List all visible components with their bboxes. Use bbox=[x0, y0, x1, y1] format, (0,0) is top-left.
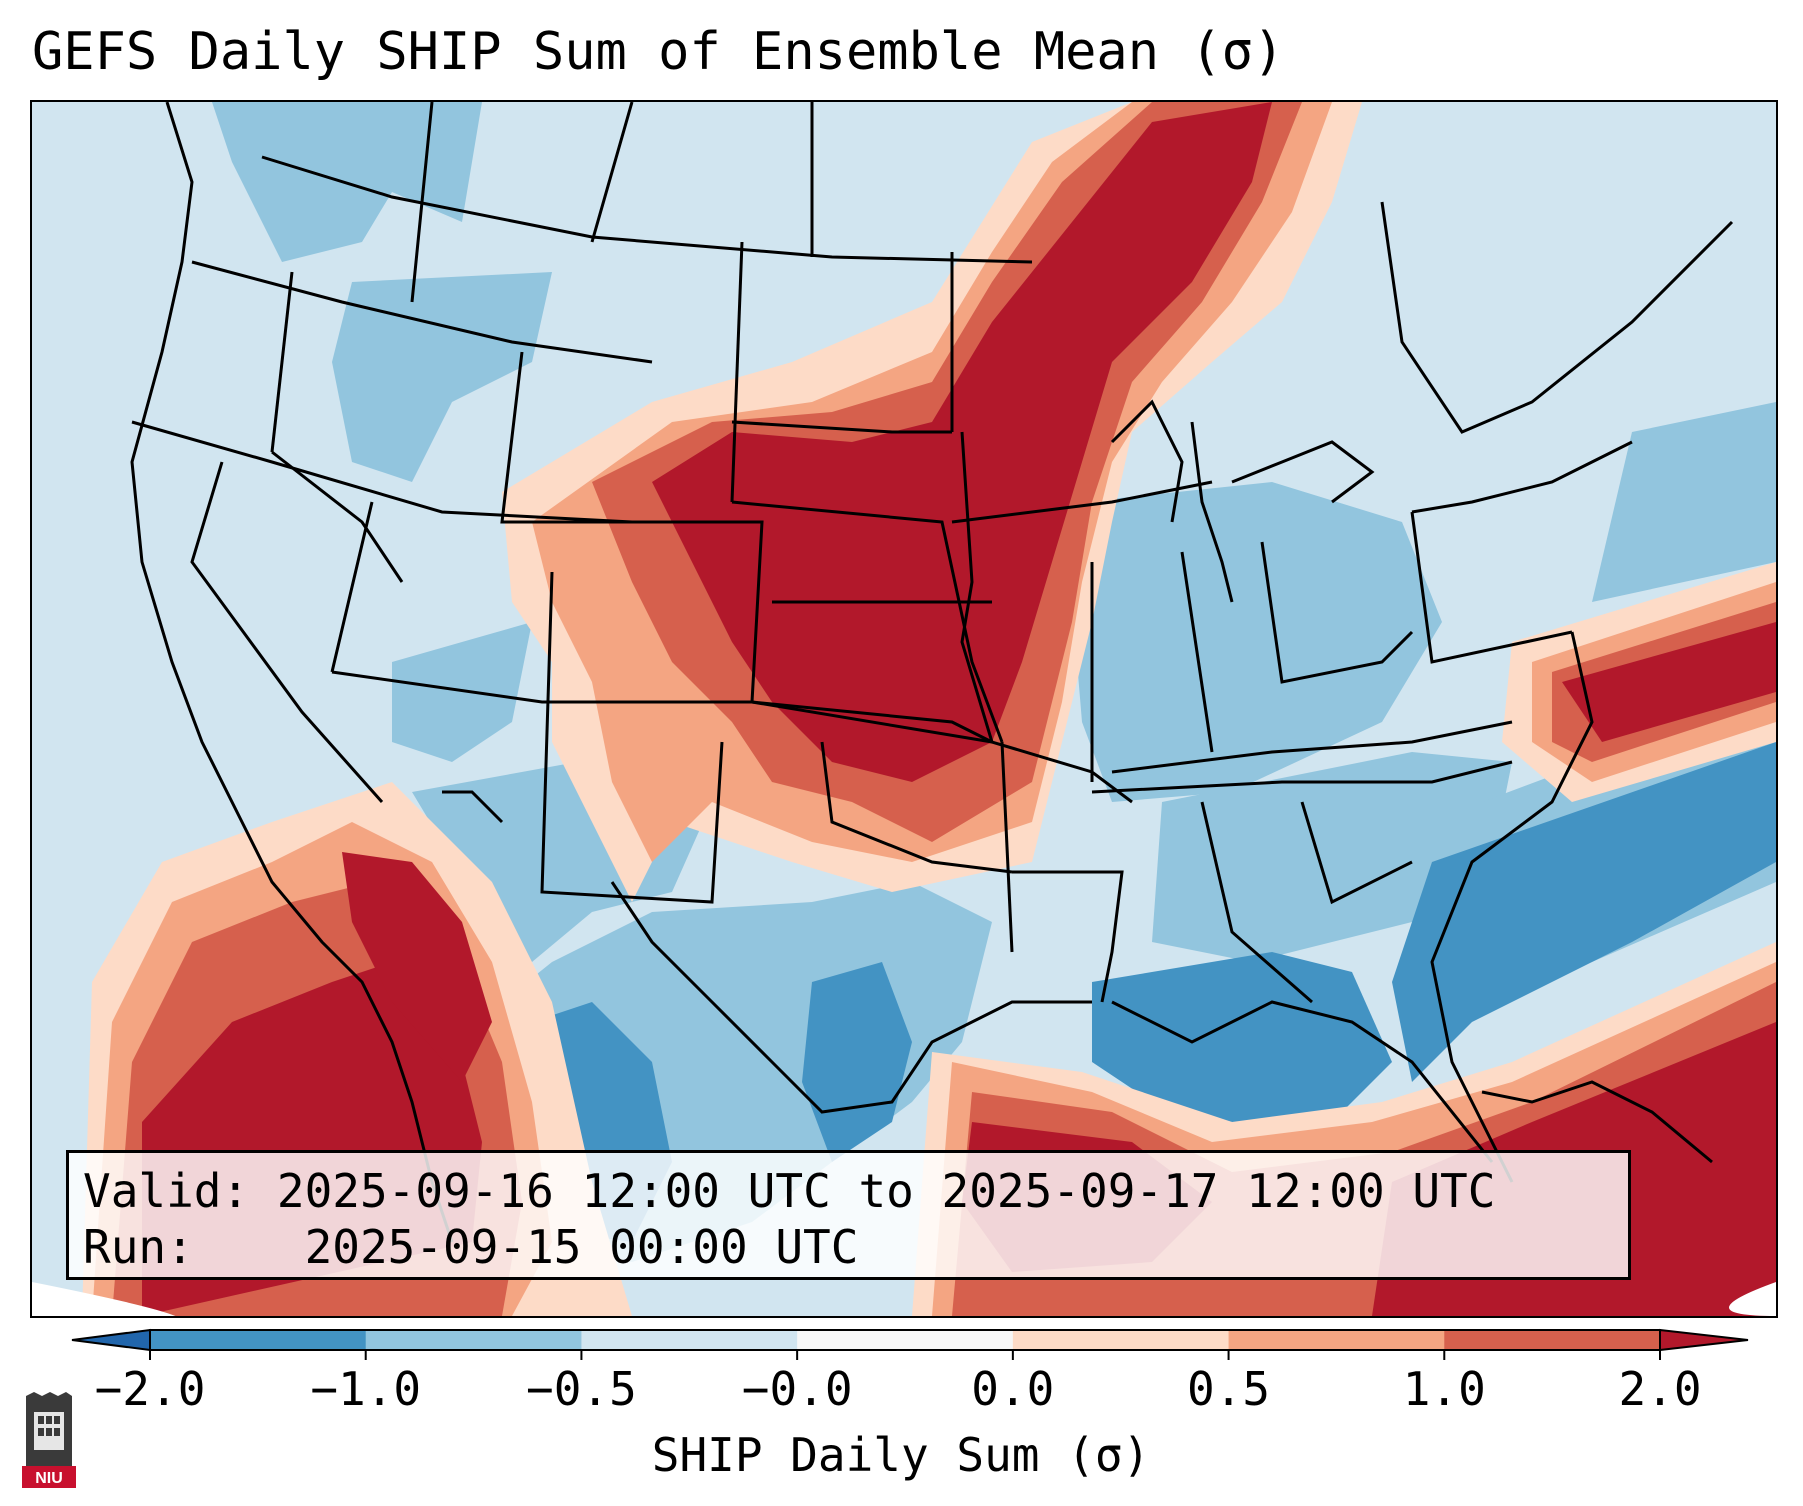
colorbar-tick-label: −0.5 bbox=[526, 1362, 637, 1416]
colorbar-bin bbox=[1012, 1330, 1230, 1350]
colorbar bbox=[71, 1328, 1749, 1360]
colorbar-tick-label: 1.0 bbox=[1402, 1362, 1486, 1416]
valid-line: Valid: 2025-09-16 12:00 UTC to 2025-09-1… bbox=[83, 1163, 1614, 1219]
colorbar-bin bbox=[581, 1330, 798, 1350]
colorbar-bin bbox=[797, 1330, 1014, 1350]
colorbar-label: SHIP Daily Sum (σ) bbox=[651, 1428, 1151, 1482]
run-label: Run: bbox=[83, 1220, 194, 1274]
colorbar-tick-label: −2.0 bbox=[94, 1362, 206, 1416]
chart-title: GEFS Daily SHIP Sum of Ensemble Mean (σ) bbox=[32, 22, 1285, 82]
map-panel bbox=[30, 100, 1778, 1318]
niu-logo-icon: NIU bbox=[22, 1392, 76, 1488]
colorbar-tick-label: 0.5 bbox=[1187, 1362, 1271, 1416]
colorbar-extend-low bbox=[71, 1328, 151, 1352]
colorbar-bin bbox=[150, 1330, 367, 1350]
colorbar-tick-label: 0.0 bbox=[971, 1362, 1055, 1416]
run-line: Run: 2025-09-15 00:00 UTC bbox=[83, 1219, 1614, 1275]
colorbar-tick-label: 2.0 bbox=[1618, 1362, 1702, 1416]
run-value: 2025-09-15 00:00 UTC bbox=[304, 1220, 859, 1274]
logo-text: NIU bbox=[35, 1470, 63, 1487]
colorbar-bin bbox=[1228, 1330, 1445, 1350]
state-borders bbox=[130, 102, 1734, 1243]
colorbar-tick-label: −0.0 bbox=[741, 1362, 853, 1416]
colorbar-bin bbox=[365, 1330, 582, 1350]
map-canvas bbox=[32, 102, 1776, 1316]
valid-value: 2025-09-16 12:00 UTC to 2025-09-17 12:00… bbox=[276, 1164, 1496, 1218]
valid-label: Valid: bbox=[83, 1164, 250, 1218]
colorbar-tick-label: −1.0 bbox=[310, 1362, 422, 1416]
colorbar-bin bbox=[1444, 1330, 1661, 1350]
colorbar-frame bbox=[149, 1329, 1661, 1351]
valid-info-box: Valid: 2025-09-16 12:00 UTC to 2025-09-1… bbox=[66, 1150, 1631, 1280]
colorbar-extend-high bbox=[1659, 1328, 1749, 1352]
